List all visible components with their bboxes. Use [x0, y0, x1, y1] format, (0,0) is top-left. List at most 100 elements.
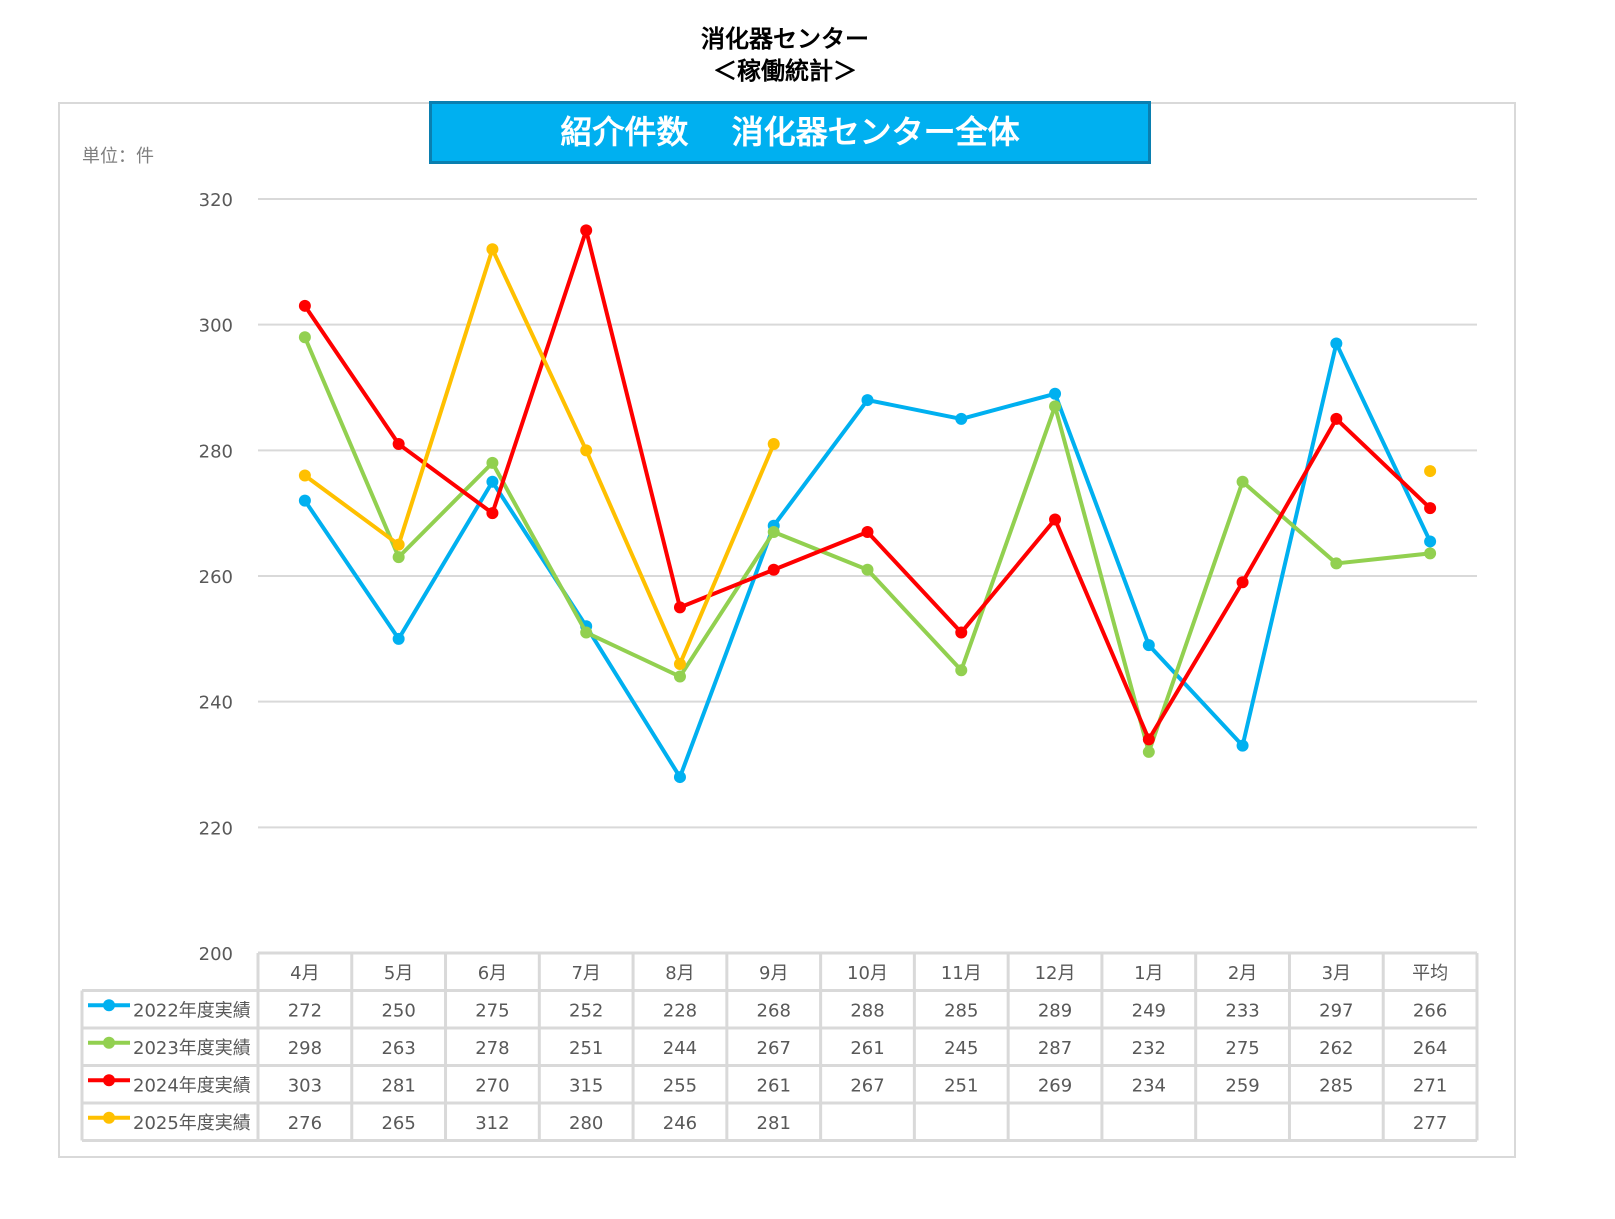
data-table-cell: 280 [569, 1113, 603, 1134]
legend-marker [103, 1074, 115, 1087]
data-point [673, 601, 686, 614]
legend-marker [103, 1036, 115, 1049]
data-point [392, 538, 405, 551]
legend-marker [103, 1111, 115, 1124]
category-label: 8月 [665, 963, 694, 984]
data-point [861, 563, 874, 576]
data-table-cell: 303 [288, 1075, 322, 1096]
y-tick-label: 320 [199, 190, 233, 211]
category-label: 12月 [1035, 963, 1076, 984]
data-table-cell: 272 [288, 1000, 322, 1021]
category-label: 11月 [941, 963, 982, 984]
legend-marker [103, 999, 115, 1012]
data-table-cell: 275 [1225, 1038, 1259, 1059]
data-point [298, 469, 311, 482]
data-point [1236, 576, 1249, 589]
data-point [1330, 412, 1343, 425]
data-point [486, 507, 499, 520]
data-table-cell: 252 [569, 1000, 603, 1021]
data-point [673, 657, 686, 670]
y-tick-label: 240 [199, 693, 233, 714]
data-table-cell: 232 [1132, 1038, 1166, 1059]
y-tick-label: 280 [199, 441, 233, 462]
data-table-cell: 251 [569, 1038, 603, 1059]
data-table-average-cell: 264 [1413, 1038, 1447, 1059]
average-point [1424, 547, 1437, 560]
data-point [1049, 513, 1062, 526]
data-table-cell: 298 [288, 1038, 322, 1059]
data-table-cell: 276 [288, 1113, 322, 1134]
data-point [955, 412, 968, 425]
data-table-cell: 255 [663, 1075, 697, 1096]
y-tick-label: 300 [199, 316, 233, 337]
data-table-cell: 285 [1319, 1075, 1353, 1096]
data-table-cell: 267 [850, 1075, 884, 1096]
data-point [580, 626, 593, 639]
data-table-cell: 289 [1038, 1000, 1072, 1021]
data-table-cell: 251 [944, 1075, 978, 1096]
data-table-cell: 278 [475, 1038, 509, 1059]
data-table-cell: 228 [663, 1000, 697, 1021]
data-point [767, 438, 780, 451]
data-table-cell: 261 [757, 1075, 791, 1096]
data-point [392, 632, 405, 645]
category-label: 1月 [1134, 963, 1163, 984]
data-point [580, 444, 593, 457]
data-point [1049, 400, 1062, 413]
data-point [486, 456, 499, 469]
legend-label: 2022年度実績 [133, 1000, 251, 1021]
y-tick-label: 220 [199, 818, 233, 839]
data-point [861, 526, 874, 539]
average-point [1424, 502, 1437, 515]
data-table-cell: 275 [475, 1000, 509, 1021]
data-table-cell: 261 [850, 1038, 884, 1059]
legend-label: 2023年度実績 [133, 1038, 251, 1059]
data-point [1236, 475, 1249, 488]
data-point [673, 771, 686, 784]
report-title: 消化器センター [701, 25, 869, 53]
report-subtitle: ＜稼働統計＞ [713, 57, 857, 85]
data-table-cell: 249 [1132, 1000, 1166, 1021]
data-table-cell: 269 [1038, 1075, 1072, 1096]
data-table-cell: 246 [663, 1113, 697, 1134]
chart-title: 紹介件数 消化器センター全体 [429, 101, 1151, 164]
category-label: 9月 [759, 963, 788, 984]
data-point [298, 331, 311, 344]
data-point [767, 526, 780, 539]
data-point [298, 299, 311, 312]
data-table-cell: 244 [663, 1038, 697, 1059]
data-point [1142, 745, 1155, 758]
data-point [955, 664, 968, 677]
category-label: 平均 [1412, 963, 1448, 984]
data-table-cell: 288 [850, 1000, 884, 1021]
data-table-cell: 268 [757, 1000, 791, 1021]
data-table-cell: 263 [381, 1038, 415, 1059]
data-point [486, 243, 499, 256]
unit-label: 単位：件 [82, 146, 154, 167]
data-point [298, 494, 311, 507]
category-label: 6月 [478, 963, 507, 984]
data-point [1236, 739, 1249, 752]
data-table-average-cell: 271 [1413, 1075, 1447, 1096]
series-line [303, 341, 1432, 780]
series-line [303, 247, 776, 666]
data-table-cell: 250 [381, 1000, 415, 1021]
data-table-cell: 267 [757, 1038, 791, 1059]
data-table-cell: 287 [1038, 1038, 1072, 1059]
data-point [955, 626, 968, 639]
data-point [392, 438, 405, 451]
data-point [1142, 639, 1155, 652]
data-point [486, 475, 499, 488]
category-label: 3月 [1322, 963, 1351, 984]
legend-label: 2025年度実績 [133, 1113, 251, 1134]
category-label: 7月 [571, 963, 600, 984]
data-table-cell: 233 [1225, 1000, 1259, 1021]
data-point [392, 551, 405, 564]
data-table-cell: 297 [1319, 1000, 1353, 1021]
y-tick-label: 200 [199, 944, 233, 965]
data-table-cell: 285 [944, 1000, 978, 1021]
data-point [1330, 557, 1343, 570]
category-label: 10月 [847, 963, 888, 984]
average-point [1424, 465, 1437, 478]
